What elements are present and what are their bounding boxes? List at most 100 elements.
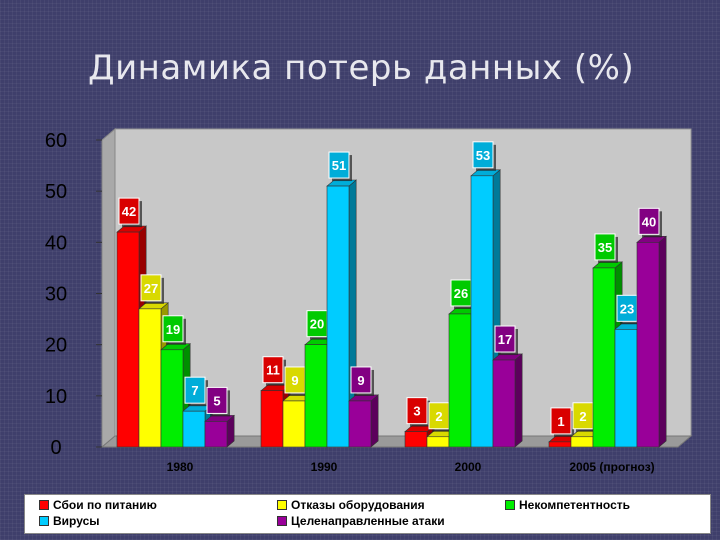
bar-front bbox=[548, 441, 572, 448]
y-tick-label: 40 bbox=[45, 232, 67, 254]
slide-title: Динамика потерь данных (%) bbox=[88, 48, 635, 88]
bar bbox=[204, 414, 235, 448]
data-label-box bbox=[594, 233, 616, 261]
bar bbox=[348, 394, 379, 448]
data-label-text: 2 bbox=[579, 409, 586, 424]
x-category-label: 2005 (прогноз) bbox=[569, 460, 654, 474]
x-axis-categories: 1980 1990 2000 2005 (прогноз) bbox=[167, 460, 655, 474]
data-label-text: 17 bbox=[498, 332, 512, 347]
bar-front bbox=[614, 329, 638, 448]
y-tick-label: 0 bbox=[50, 437, 61, 459]
data-label-text: 26 bbox=[454, 286, 468, 301]
data-label-text: 7 bbox=[191, 383, 198, 398]
data-label: 3 bbox=[406, 397, 430, 427]
data-label-text: 5 bbox=[213, 393, 220, 408]
bar bbox=[636, 235, 667, 448]
data-label-text: 19 bbox=[166, 322, 180, 337]
bar-front bbox=[570, 436, 594, 448]
data-label-text: 23 bbox=[620, 301, 634, 316]
data-label: 40 bbox=[638, 207, 662, 238]
legend-swatch bbox=[505, 500, 515, 510]
x-category-label: 2000 bbox=[455, 460, 482, 474]
data-label: 26 bbox=[450, 279, 474, 309]
data-label-box bbox=[550, 407, 572, 435]
y-tick-label: 30 bbox=[45, 284, 67, 306]
x-category-label: 1990 bbox=[311, 460, 338, 474]
data-label-text: 40 bbox=[642, 214, 656, 229]
y-axis-ticks: 0 10 20 30 40 50 60 bbox=[45, 130, 102, 459]
data-label-text: 2 bbox=[435, 409, 442, 424]
data-label: 7 bbox=[184, 376, 208, 407]
data-label-text: 11 bbox=[266, 363, 280, 378]
data-label-box bbox=[206, 386, 228, 414]
data-label: 20 bbox=[306, 310, 330, 340]
bar-front bbox=[426, 436, 450, 448]
data-label-box bbox=[162, 315, 184, 343]
data-label-box bbox=[350, 366, 372, 394]
x-category-label: 1980 bbox=[167, 460, 194, 474]
bar-side bbox=[514, 353, 523, 448]
data-label: 5 bbox=[206, 386, 230, 417]
data-label: 27 bbox=[140, 274, 164, 304]
side-wall bbox=[101, 127, 116, 449]
data-label-box bbox=[118, 197, 140, 225]
bar-front bbox=[182, 410, 206, 448]
legend-label: Отказы оборудования bbox=[291, 498, 425, 512]
bar-front bbox=[138, 308, 162, 448]
data-label: 11 bbox=[262, 356, 286, 386]
data-label-box bbox=[638, 207, 660, 235]
bar-side bbox=[370, 394, 379, 448]
data-label: 23 bbox=[616, 294, 640, 325]
bar-front bbox=[636, 242, 660, 448]
bar-front bbox=[592, 267, 616, 448]
bar-front bbox=[116, 231, 140, 448]
data-label-box bbox=[262, 356, 284, 384]
legend-item: Вирусы bbox=[39, 514, 100, 528]
data-label-text: 9 bbox=[357, 373, 364, 388]
data-label-box bbox=[140, 274, 162, 302]
data-label: 1 bbox=[550, 407, 574, 437]
data-label: 19 bbox=[162, 315, 186, 345]
data-label: 17 bbox=[494, 325, 518, 356]
legend-item: Некомпетентность bbox=[505, 498, 630, 512]
legend-label: Вирусы bbox=[53, 514, 100, 528]
data-label-text: 20 bbox=[310, 317, 324, 332]
data-label-text: 35 bbox=[598, 240, 612, 255]
legend-swatch bbox=[39, 516, 49, 526]
bar-front bbox=[348, 400, 372, 448]
bar bbox=[470, 169, 501, 448]
data-label: 51 bbox=[328, 151, 352, 182]
bar-side bbox=[658, 235, 667, 448]
bar-front bbox=[448, 313, 472, 448]
bar-front bbox=[492, 359, 516, 448]
legend-swatch bbox=[39, 500, 49, 510]
data-label: 9 bbox=[284, 366, 308, 396]
bar-front bbox=[470, 175, 494, 448]
data-label: 42 bbox=[118, 197, 142, 228]
legend-label: Целенаправленные атаки bbox=[291, 514, 445, 528]
data-label: 9 bbox=[350, 366, 374, 396]
data-label: 35 bbox=[594, 233, 618, 263]
y-tick-label: 60 bbox=[45, 130, 67, 152]
data-label-text: 3 bbox=[413, 404, 420, 419]
bar-front bbox=[260, 390, 284, 448]
bar-front bbox=[282, 400, 306, 448]
legend-item: Целенаправленные атаки bbox=[277, 514, 445, 528]
legend-swatch bbox=[277, 500, 287, 510]
bar-front bbox=[326, 185, 350, 448]
data-label: 53 bbox=[472, 141, 496, 171]
data-label-box bbox=[184, 376, 206, 404]
data-label-text: 27 bbox=[144, 281, 158, 296]
y-tick-label: 10 bbox=[45, 386, 67, 408]
bar bbox=[326, 179, 357, 448]
y-tick-label: 50 bbox=[45, 181, 67, 203]
data-label-text: 51 bbox=[332, 158, 346, 173]
legend: Сбои по питанию Отказы оборудования Некомп… bbox=[24, 494, 711, 534]
legend-label: Некомпетентность bbox=[519, 498, 631, 512]
legend-item: Отказы оборудования bbox=[277, 498, 425, 512]
bar-front bbox=[404, 431, 428, 448]
legend-label: Сбои по питанию bbox=[53, 498, 157, 512]
data-label-box bbox=[494, 325, 516, 353]
